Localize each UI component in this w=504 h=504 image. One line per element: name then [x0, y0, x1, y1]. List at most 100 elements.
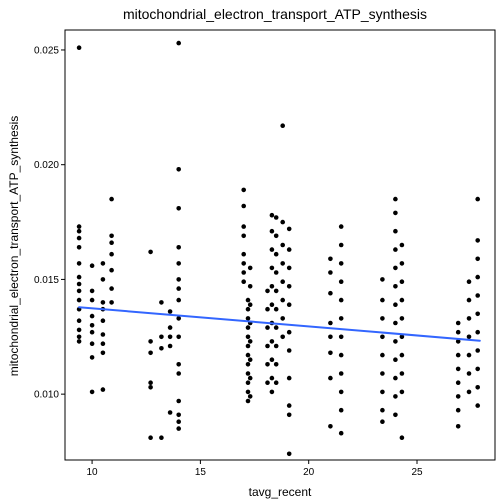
- data-point: [176, 419, 181, 425]
- data-point: [338, 371, 344, 376]
- data-point: [466, 352, 472, 358]
- data-point: [399, 371, 405, 376]
- data-point: [265, 306, 270, 312]
- data-point: [109, 267, 114, 273]
- data-point: [76, 235, 82, 241]
- data-point: [76, 224, 82, 229]
- trend-line: [78, 306, 481, 342]
- data-point: [176, 167, 181, 172]
- data-point: [241, 270, 246, 275]
- data-point: [380, 277, 385, 282]
- data-point: [89, 329, 95, 335]
- data-point: [76, 45, 82, 50]
- data-point: [265, 362, 270, 367]
- data-point: [100, 341, 106, 347]
- data-point: [380, 419, 385, 425]
- data-points: [76, 40, 481, 457]
- data-point: [159, 435, 164, 441]
- data-point: [393, 357, 398, 363]
- data-point: [399, 389, 405, 395]
- data-point: [328, 334, 333, 340]
- data-point: [286, 329, 292, 335]
- data-point: [393, 196, 398, 202]
- data-point: [273, 215, 279, 220]
- data-point: [159, 346, 164, 351]
- data-point: [286, 412, 292, 418]
- data-point: [399, 316, 405, 321]
- data-point: [328, 256, 333, 262]
- data-point: [247, 284, 253, 289]
- data-point: [241, 261, 246, 266]
- data-point: [241, 279, 246, 285]
- data-point: [269, 375, 275, 381]
- data-point: [338, 261, 344, 266]
- data-point: [393, 228, 398, 234]
- data-point: [241, 203, 246, 209]
- data-point: [159, 334, 164, 340]
- data-point: [245, 297, 251, 303]
- data-point: [100, 277, 106, 282]
- data-point: [280, 242, 286, 248]
- x-tick-label: 15: [195, 467, 207, 478]
- data-point: [167, 325, 173, 330]
- data-point: [245, 389, 251, 395]
- data-point: [273, 270, 279, 275]
- data-point: [280, 219, 286, 225]
- data-point: [393, 339, 398, 344]
- data-point: [338, 316, 344, 321]
- data-point: [475, 293, 481, 298]
- data-point: [100, 300, 106, 305]
- data-point: [89, 313, 95, 319]
- data-point: [247, 394, 253, 399]
- data-point: [245, 334, 251, 340]
- data-point: [475, 196, 481, 202]
- data-point: [455, 366, 461, 372]
- data-point: [475, 348, 481, 353]
- data-point: [76, 334, 82, 340]
- data-point: [328, 290, 333, 296]
- data-point: [247, 375, 253, 381]
- data-point: [176, 40, 181, 46]
- data-point: [269, 247, 275, 252]
- data-point: [176, 261, 181, 266]
- data-point: [399, 279, 405, 285]
- data-point: [167, 309, 173, 314]
- data-point: [393, 320, 398, 326]
- data-point: [273, 233, 279, 239]
- data-point: [466, 371, 472, 376]
- y-axis: 0.010 0.015 0.020 0.025: [34, 45, 65, 401]
- data-point: [286, 265, 292, 271]
- data-point: [280, 279, 286, 285]
- data-point: [176, 277, 181, 282]
- data-point: [455, 329, 461, 335]
- data-point: [380, 316, 385, 321]
- data-point: [475, 311, 481, 317]
- data-point: [176, 286, 181, 291]
- data-point: [265, 343, 270, 349]
- data-point: [76, 281, 82, 287]
- data-point: [273, 306, 279, 312]
- data-point: [269, 284, 275, 289]
- x-axis-label: tavg_recent: [249, 485, 312, 499]
- data-point: [338, 334, 344, 340]
- data-point: [245, 352, 251, 358]
- data-point: [399, 334, 405, 340]
- data-point: [280, 297, 286, 303]
- data-point: [241, 224, 246, 229]
- data-point: [167, 410, 173, 415]
- data-point: [100, 318, 106, 324]
- data-point: [265, 288, 270, 294]
- data-point: [273, 380, 279, 386]
- data-point: [89, 341, 95, 347]
- data-point: [399, 297, 405, 303]
- data-point: [148, 339, 153, 344]
- data-point: [241, 233, 246, 239]
- data-point: [273, 343, 279, 349]
- data-point: [159, 300, 164, 305]
- data-point: [89, 263, 95, 269]
- data-point: [338, 352, 344, 358]
- data-point: [380, 352, 385, 358]
- data-point: [475, 385, 481, 390]
- data-point: [269, 389, 275, 395]
